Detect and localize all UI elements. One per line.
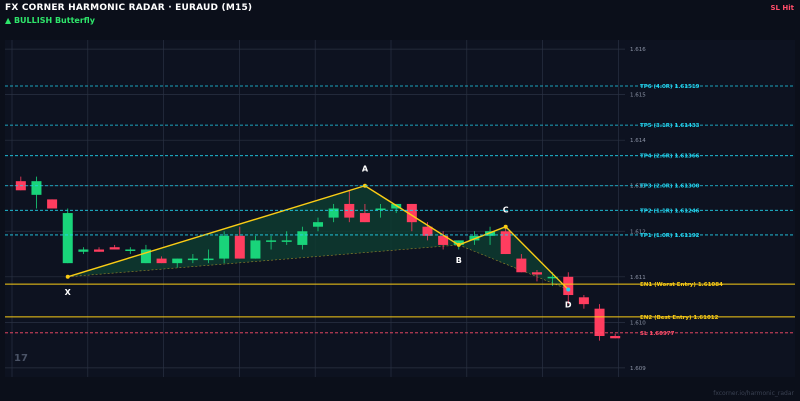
- candle-body: [359, 213, 370, 223]
- level-label: TP6 (4.0R) 1.61519: [640, 84, 700, 90]
- candle-body: [140, 249, 151, 264]
- level-label: EN2 (Best Entry) 1.61012: [640, 315, 719, 321]
- candle-body: [547, 276, 558, 279]
- xab-triangle: [67, 185, 459, 277]
- pivot-point-d: [566, 287, 571, 292]
- candle-body: [94, 249, 105, 252]
- level-label: SL 1.60977: [640, 331, 675, 337]
- pivot-point-b: [456, 242, 461, 247]
- y-tick-label: 1.612: [630, 229, 646, 235]
- pivot-label-d: D: [565, 301, 572, 310]
- candle-body: [563, 276, 574, 296]
- candle-body: [406, 203, 417, 223]
- footer-watermark: fxcorner.io/harmonic_radar: [713, 390, 794, 397]
- candle-body: [469, 235, 480, 241]
- pivot-label-b: B: [456, 256, 462, 265]
- candle-body: [344, 203, 355, 218]
- y-tick-label: 1.615: [630, 93, 646, 99]
- pivot-label-a: A: [362, 165, 369, 174]
- candle-body: [266, 240, 277, 242]
- y-tick-label: 1.611: [630, 275, 646, 281]
- candle-body: [516, 258, 527, 273]
- candle-body: [438, 235, 449, 245]
- candle-body: [297, 231, 308, 245]
- level-label: TP2 (1.1R) 1.61246: [640, 208, 700, 214]
- candle-body: [172, 258, 183, 264]
- xb-dotted-line: [67, 244, 459, 278]
- candle-body: [375, 208, 386, 210]
- candle-body: [78, 249, 89, 252]
- candle-body: [219, 235, 230, 259]
- level-label: EN1 (Worst Entry) 1.61084: [640, 282, 723, 288]
- candle-body: [578, 297, 589, 305]
- candle-body: [485, 231, 496, 236]
- y-tick-label: 1.610: [630, 320, 646, 326]
- candle-body: [109, 247, 120, 250]
- level-label: TP1 (1.0R) 1.61192: [640, 233, 700, 239]
- y-tick-label: 1.609: [630, 366, 646, 372]
- pivot-point-c: [503, 224, 508, 229]
- candle-body: [250, 240, 261, 259]
- candle-body: [328, 208, 339, 218]
- candle-body: [453, 240, 464, 245]
- candle-body: [531, 272, 542, 275]
- candle-body: [187, 258, 198, 261]
- candle-body: [31, 181, 42, 195]
- candle-body: [500, 231, 511, 255]
- pivot-label-x: X: [65, 288, 72, 297]
- pivot-point-a: [362, 183, 367, 188]
- candle-body: [156, 258, 167, 264]
- candle-body: [47, 199, 58, 209]
- candle-body: [594, 308, 605, 337]
- candle-body: [234, 235, 245, 259]
- candle-body: [312, 222, 324, 227]
- y-tick-label: 1.613: [630, 184, 646, 190]
- pivot-point-x: [65, 274, 70, 279]
- status-badge: SL Hit: [770, 4, 794, 12]
- candle-body: [610, 336, 621, 339]
- y-tick-label: 1.616: [630, 47, 646, 53]
- chart-header: FX CORNER HARMONIC RADAR · EURAUD (M15) …: [0, 0, 800, 40]
- corner-number: 17: [14, 353, 28, 364]
- candle-body: [62, 213, 73, 264]
- level-label: TP4 (2.6R) 1.61366: [640, 154, 700, 160]
- candle-body: [203, 258, 214, 261]
- pattern-label: ▲ BULLISH Butterfly: [5, 16, 95, 25]
- level-label: TP5 (3.1R) 1.61433: [640, 123, 700, 129]
- level-label: TP3 (2.0R) 1.61300: [640, 184, 700, 190]
- y-tick-label: 1.614: [630, 138, 646, 144]
- candle-body: [281, 240, 292, 242]
- candle-body: [125, 249, 136, 251]
- candle-body: [422, 226, 433, 236]
- chart-title: FX CORNER HARMONIC RADAR · EURAUD (M15): [5, 3, 253, 13]
